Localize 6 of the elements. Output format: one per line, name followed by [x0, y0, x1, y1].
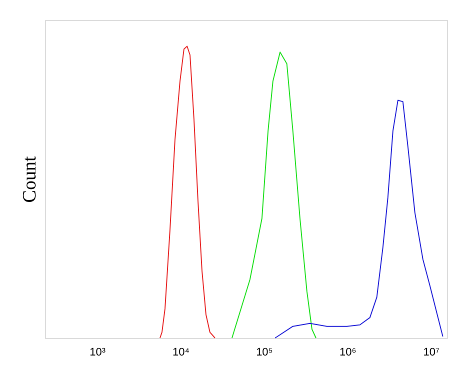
- x-tick-label: 10⁶: [340, 346, 356, 358]
- x-tick-label: 10³: [90, 346, 106, 358]
- x-tick-label: 10⁵: [256, 346, 273, 358]
- y-axis-title: Count: [20, 156, 40, 203]
- x-tick-label: 10⁷: [423, 346, 440, 358]
- x-tick-label: 10⁴: [172, 346, 190, 358]
